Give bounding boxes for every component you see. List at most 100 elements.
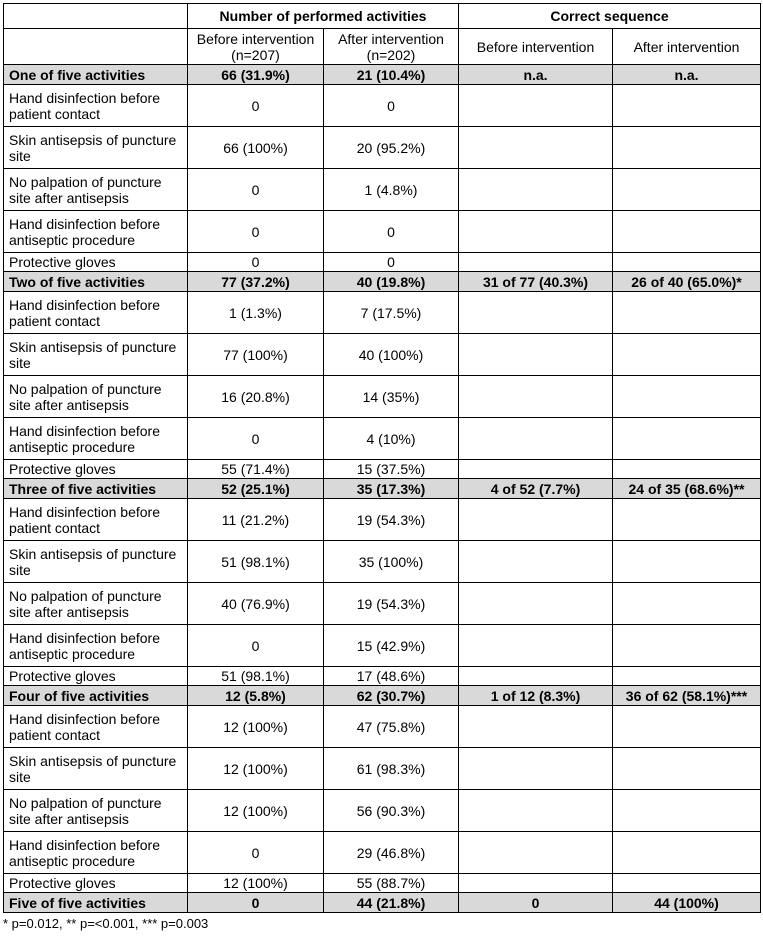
group-value: 31 of 77 (40.3%) <box>458 271 613 292</box>
empty-cell <box>458 168 613 211</box>
activity-value: 11 (21.2%) <box>187 498 324 541</box>
table-row: Hand disinfection before antiseptic proc… <box>3 210 761 253</box>
activities-table: Number of performed activities Correct s… <box>3 3 761 913</box>
subheader-empty <box>3 28 188 65</box>
activity-value: 51 (98.1%) <box>187 666 324 686</box>
activity-value: 17 (48.6%) <box>323 666 459 686</box>
group-label: Two of five activities <box>3 271 188 292</box>
subheader-before-seq: Before intervention <box>458 28 613 65</box>
group-label: Four of five activities <box>3 685 188 706</box>
group-value: 21 (10.4%) <box>323 64 459 85</box>
empty-cell <box>612 417 761 460</box>
activity-value: 47 (75.8%) <box>323 705 459 748</box>
group-value: 0 <box>187 892 324 913</box>
empty-cell <box>612 873 761 893</box>
activity-value: 7 (17.5%) <box>323 291 459 334</box>
activity-value: 55 (88.7%) <box>323 873 459 893</box>
activity-value: 0 <box>187 168 324 211</box>
table-row: Protective gloves 51 (98.1%) 17 (48.6%) <box>3 666 761 686</box>
activity-value: 35 (100%) <box>323 540 459 583</box>
subheader-before-n: Before intervention (n=207) <box>187 28 324 65</box>
subheader-after-n: After intervention (n=202) <box>323 28 459 65</box>
empty-cell <box>458 210 613 253</box>
activity-label: Hand disinfection before patient contact <box>3 84 188 127</box>
group-value: 66 (31.9%) <box>187 64 324 85</box>
activity-label: Skin antisepsis of puncture site <box>3 126 188 169</box>
activity-label: Protective gloves <box>3 873 188 893</box>
empty-cell <box>458 252 613 272</box>
table-row: Hand disinfection before antiseptic proc… <box>3 624 761 667</box>
empty-cell <box>612 747 761 790</box>
activity-label: Protective gloves <box>3 252 188 272</box>
group-value: 12 (5.8%) <box>187 685 324 706</box>
empty-cell <box>612 333 761 376</box>
group-label: One of five activities <box>3 64 188 85</box>
table-row: Skin antisepsis of puncture site 77 (100%… <box>3 333 761 376</box>
empty-cell <box>612 252 761 272</box>
group-value: 24 of 35 (68.6%)** <box>612 478 761 499</box>
group-value: n.a. <box>458 64 613 85</box>
empty-cell <box>458 705 613 748</box>
empty-cell <box>612 666 761 686</box>
activity-value: 12 (100%) <box>187 705 324 748</box>
activity-value: 0 <box>187 831 324 874</box>
activity-value: 1 (4.8%) <box>323 168 459 211</box>
activity-value: 55 (71.4%) <box>187 459 324 479</box>
group-value: 26 of 40 (65.0%)* <box>612 271 761 292</box>
empty-cell <box>458 789 613 832</box>
empty-cell <box>612 459 761 479</box>
activity-value: 66 (100%) <box>187 126 324 169</box>
empty-cell <box>458 624 613 667</box>
group-label: Three of five activities <box>3 478 188 499</box>
table-row: Hand disinfection before patient contact… <box>3 84 761 127</box>
activity-value: 19 (54.3%) <box>323 498 459 541</box>
group-label: Five of five activities <box>3 892 188 913</box>
group-row: Three of five activities 52 (25.1%) 35 (17… <box>3 478 761 499</box>
activity-value: 12 (100%) <box>187 873 324 893</box>
table-row: Protective gloves 12 (100%) 55 (88.7%) <box>3 873 761 893</box>
group-value: 77 (37.2%) <box>187 271 324 292</box>
group-value: 36 of 62 (58.1%)*** <box>612 685 761 706</box>
table-row: Protective gloves 55 (71.4%) 15 (37.5%) <box>3 459 761 479</box>
activity-value: 0 <box>323 210 459 253</box>
empty-cell <box>458 666 613 686</box>
table-row: Hand disinfection before antiseptic proc… <box>3 417 761 460</box>
group-row: Four of five activities 12 (5.8%) 62 (30.7… <box>3 685 761 706</box>
group-value: 62 (30.7%) <box>323 685 459 706</box>
header-row: Number of performed activities Correct s… <box>3 3 761 29</box>
group-value: n.a. <box>612 64 761 85</box>
empty-cell <box>612 498 761 541</box>
activity-value: 0 <box>187 210 324 253</box>
activity-value: 0 <box>323 252 459 272</box>
group-value: 52 (25.1%) <box>187 478 324 499</box>
activity-value: 15 (37.5%) <box>323 459 459 479</box>
empty-cell <box>612 168 761 211</box>
activity-value: 15 (42.9%) <box>323 624 459 667</box>
table-row: No palpation of puncture site after anti… <box>3 168 761 211</box>
header-empty <box>3 3 188 29</box>
empty-cell <box>612 831 761 874</box>
activity-label: Hand disinfection before antiseptic proc… <box>3 831 188 874</box>
activity-value: 16 (20.8%) <box>187 375 324 418</box>
activity-value: 0 <box>187 417 324 460</box>
table-row: Hand disinfection before patient contact… <box>3 498 761 541</box>
activity-value: 20 (95.2%) <box>323 126 459 169</box>
empty-cell <box>612 705 761 748</box>
header-performed-activities: Number of performed activities <box>187 3 459 29</box>
activity-value: 12 (100%) <box>187 789 324 832</box>
activity-label: Hand disinfection before patient contact <box>3 291 188 334</box>
empty-cell <box>458 459 613 479</box>
table-row: No palpation of puncture site after anti… <box>3 375 761 418</box>
empty-cell <box>458 333 613 376</box>
group-value: 1 of 12 (8.3%) <box>458 685 613 706</box>
table-row: No palpation of puncture site after anti… <box>3 789 761 832</box>
table-body: One of five activities 66 (31.9%) 21 (10.4… <box>3 64 761 913</box>
activity-value: 19 (54.3%) <box>323 582 459 625</box>
table-row: Hand disinfection before patient contact… <box>3 705 761 748</box>
empty-cell <box>458 831 613 874</box>
activity-value: 56 (90.3%) <box>323 789 459 832</box>
activity-value: 0 <box>323 84 459 127</box>
table-row: No palpation of puncture site after anti… <box>3 582 761 625</box>
activity-value: 0 <box>187 624 324 667</box>
empty-cell <box>612 84 761 127</box>
